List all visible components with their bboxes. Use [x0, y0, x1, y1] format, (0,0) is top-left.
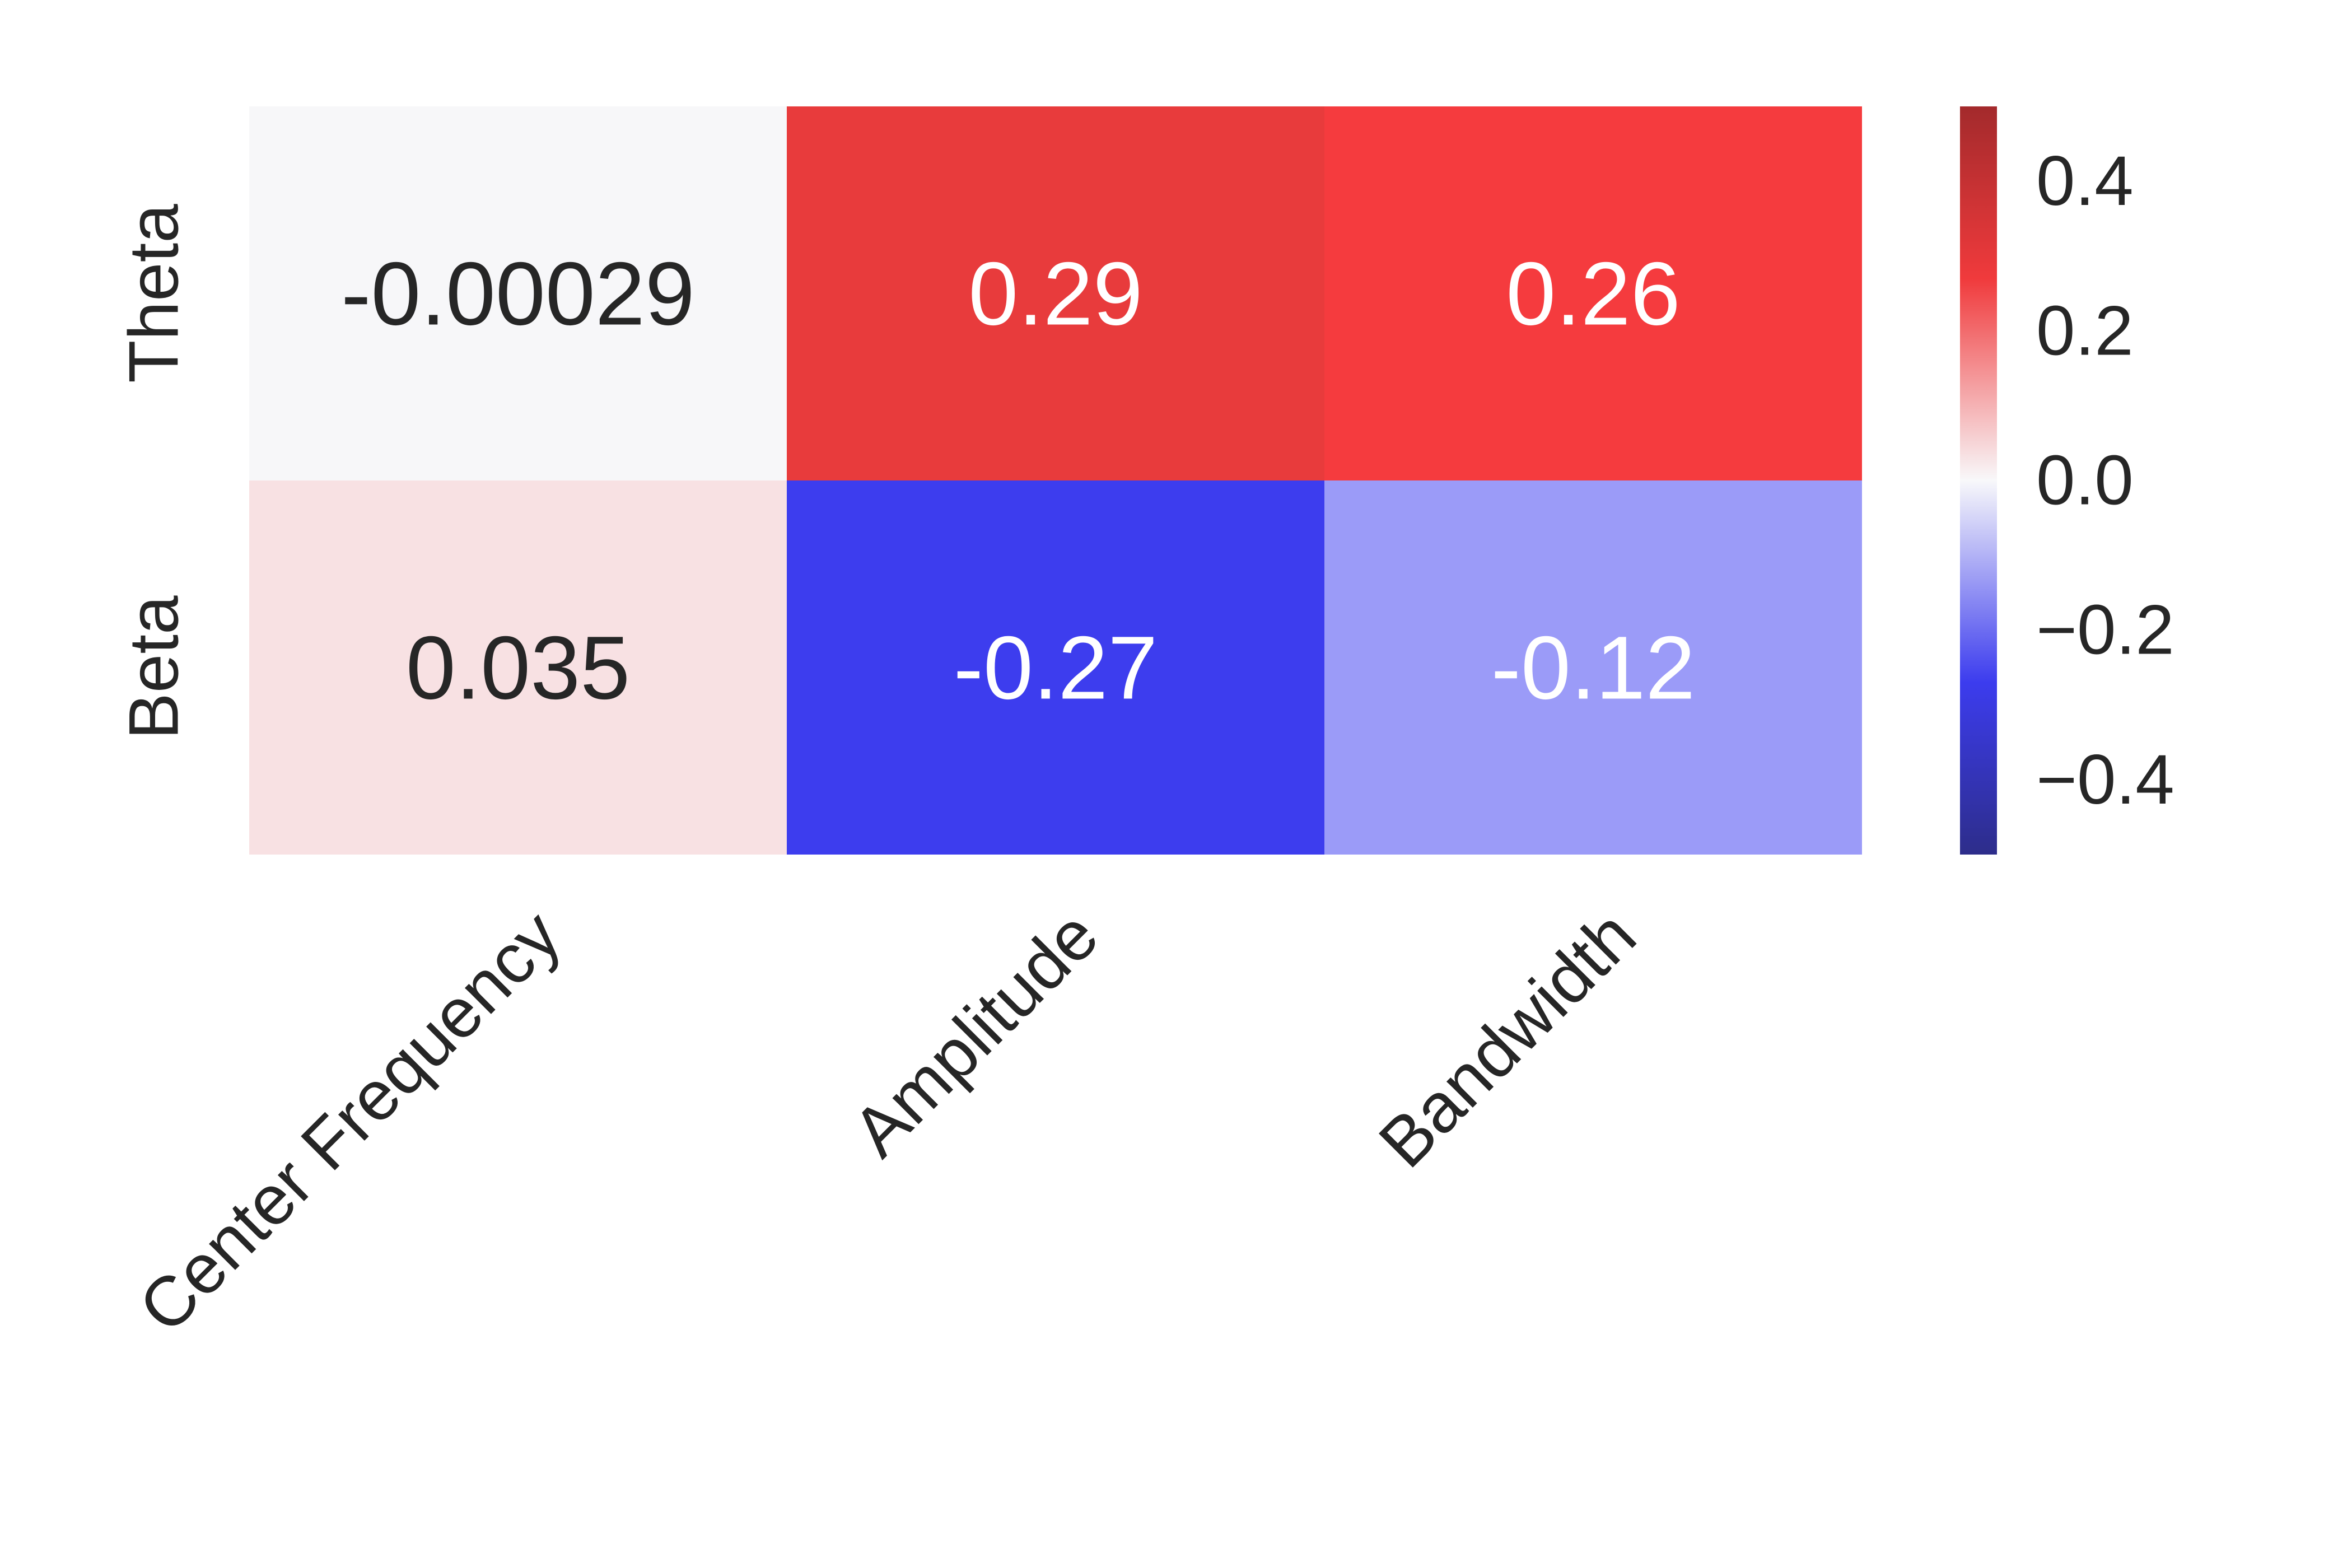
cell-annotation: -0.00029: [341, 244, 695, 344]
colorbar-tick-label: −0.2: [2036, 591, 2174, 669]
y-tick-label: Beta: [115, 595, 193, 740]
heatmap-cell-beta-bandwidth: [1324, 480, 1862, 855]
colorbar-tick-label: −0.4: [2036, 741, 2174, 819]
colorbar: 0.4 0.2 0.0 −0.2 −0.4: [1960, 106, 2174, 855]
heatmap-annotations: -0.00029 0.29 0.26 0.035 -0.27 -0.12: [341, 244, 1695, 718]
x-tick-label: Amplitude: [838, 896, 1113, 1171]
x-tick-label: Center Frequency: [124, 896, 576, 1347]
cell-annotation: 0.26: [1506, 244, 1680, 344]
heatmap-cell-beta-amplitude: [787, 480, 1324, 855]
colorbar-tick-label: 0.2: [2036, 292, 2134, 370]
cell-annotation: -0.12: [1491, 618, 1696, 718]
heatmap-cell-theta-center-frequency: [249, 106, 787, 480]
colorbar-gradient: [1960, 106, 1997, 855]
cell-annotation: -0.27: [954, 618, 1158, 718]
cell-annotation: 0.035: [406, 618, 630, 718]
heatmap-cell-theta-bandwidth: [1324, 106, 1862, 480]
y-axis-tick-labels: Theta Beta: [115, 204, 193, 740]
cell-annotation: 0.29: [968, 244, 1142, 344]
heatmap-cells: [249, 106, 1862, 855]
x-tick-label: Bandwidth: [1364, 896, 1650, 1182]
heatmap-cell-theta-amplitude: [787, 106, 1324, 480]
y-tick-label: Theta: [115, 204, 193, 383]
x-axis-tick-labels: Center Frequency Amplitude Bandwidth: [124, 896, 1651, 1347]
heatmap-cell-beta-center-frequency: [249, 480, 787, 855]
colorbar-tick-label: 0.4: [2036, 142, 2134, 220]
colorbar-tick-label: 0.0: [2036, 442, 2134, 520]
